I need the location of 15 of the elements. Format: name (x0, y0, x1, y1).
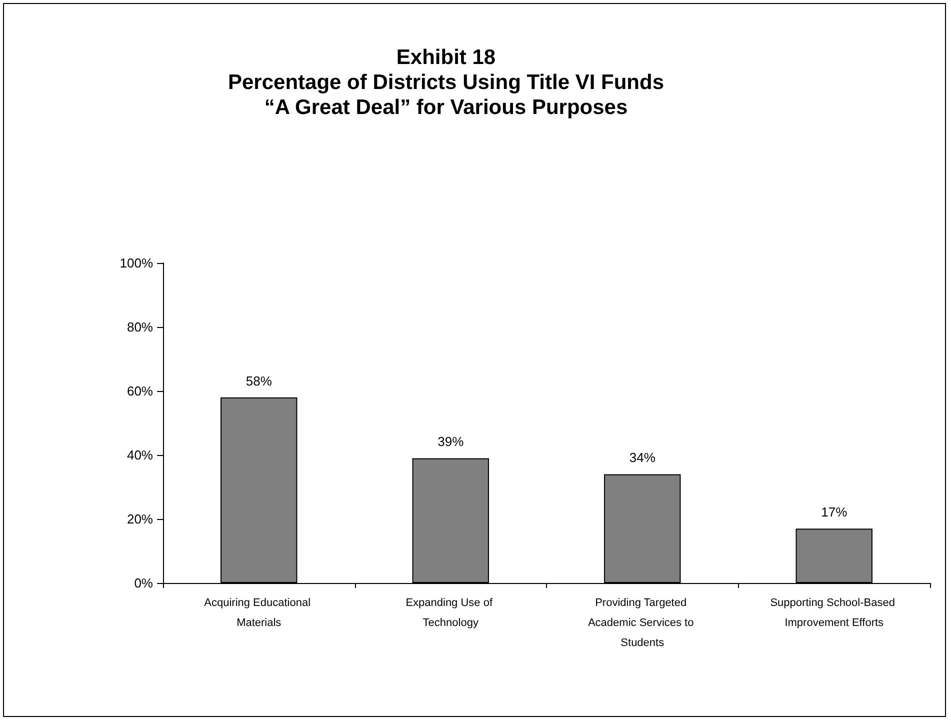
data-label: 58% (246, 373, 272, 388)
x-tick-label: Expanding Use of Technology (406, 597, 496, 629)
y-tick-label: 0% (134, 576, 154, 590)
y-tick-label: 20% (126, 512, 154, 526)
data-label: 17% (821, 504, 848, 520)
y-tick-label: 40% (126, 448, 154, 462)
y-tick-label: 80% (126, 320, 154, 334)
data-label: 39% (438, 434, 464, 450)
x-tick-label: Acquiring Educational Materials (204, 597, 314, 629)
x-tick-label: Supporting School-Based Improvement Efforts (770, 597, 898, 629)
data-label: 34% (629, 450, 656, 466)
chart-title: Exhibit 18 Percentage of Districts Using Title VI Funds “A Great Deal” for Various Purposes (228, 46, 664, 119)
y-tick-label: 60% (126, 384, 154, 398)
x-tick-label: Providing Targeted Academic Services to Students (588, 597, 697, 649)
y-tick-label: 100% (120, 256, 154, 270)
